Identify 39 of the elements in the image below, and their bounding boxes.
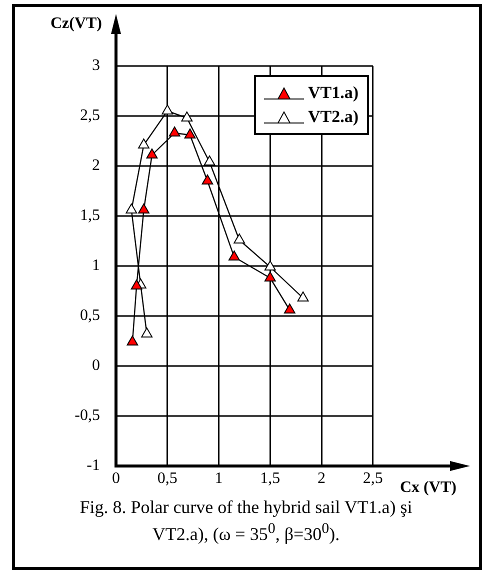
- point: [184, 128, 196, 138]
- point: [264, 260, 276, 270]
- point: [284, 304, 296, 314]
- x-tick-label: 2: [318, 470, 326, 487]
- point: [126, 204, 138, 214]
- x-tick-label: 0: [112, 470, 120, 487]
- point: [146, 148, 158, 158]
- point: [138, 138, 150, 148]
- x-tick-label: 1: [214, 470, 223, 487]
- point: [141, 328, 153, 338]
- x-tick-label: 0,5: [157, 470, 178, 487]
- y-tick-label: -0,5: [74, 407, 100, 424]
- point: [202, 174, 214, 184]
- y-tick-label: 1: [92, 257, 100, 274]
- x-tick-label: 2,5: [362, 470, 383, 487]
- point: [264, 272, 276, 282]
- y-tick-label: 2,5: [80, 107, 100, 124]
- y-axis-title: Cz(VT): [50, 15, 102, 32]
- point: [162, 104, 174, 114]
- y-tick-label: 0,5: [80, 307, 100, 324]
- y-tick-label: -1: [86, 457, 100, 474]
- y-tick-label: 1,5: [80, 207, 100, 224]
- point: [126, 336, 138, 346]
- y-tick-label: 0: [92, 357, 100, 374]
- point: [234, 234, 246, 244]
- y-tick-label: 3: [92, 57, 100, 74]
- point: [228, 250, 240, 260]
- point: [297, 292, 309, 302]
- legend-label: VT2.a): [308, 106, 359, 128]
- point: [204, 156, 216, 166]
- legend-label: VT1.a): [308, 82, 359, 104]
- x-tick-label: 1,5: [260, 470, 280, 487]
- caption: Fig. 8. Polar curve of the hybrid sail VT1.a) şi VT2.a), (ω = 35$^{0}$, β=30$^{0}$).: [78, 496, 414, 545]
- point: [168, 126, 180, 136]
- y-tick-label: 2: [92, 157, 100, 174]
- point: [130, 280, 142, 290]
- point: [138, 204, 150, 214]
- x-axis-title: Cx (VT): [400, 479, 456, 496]
- point: [181, 112, 193, 122]
